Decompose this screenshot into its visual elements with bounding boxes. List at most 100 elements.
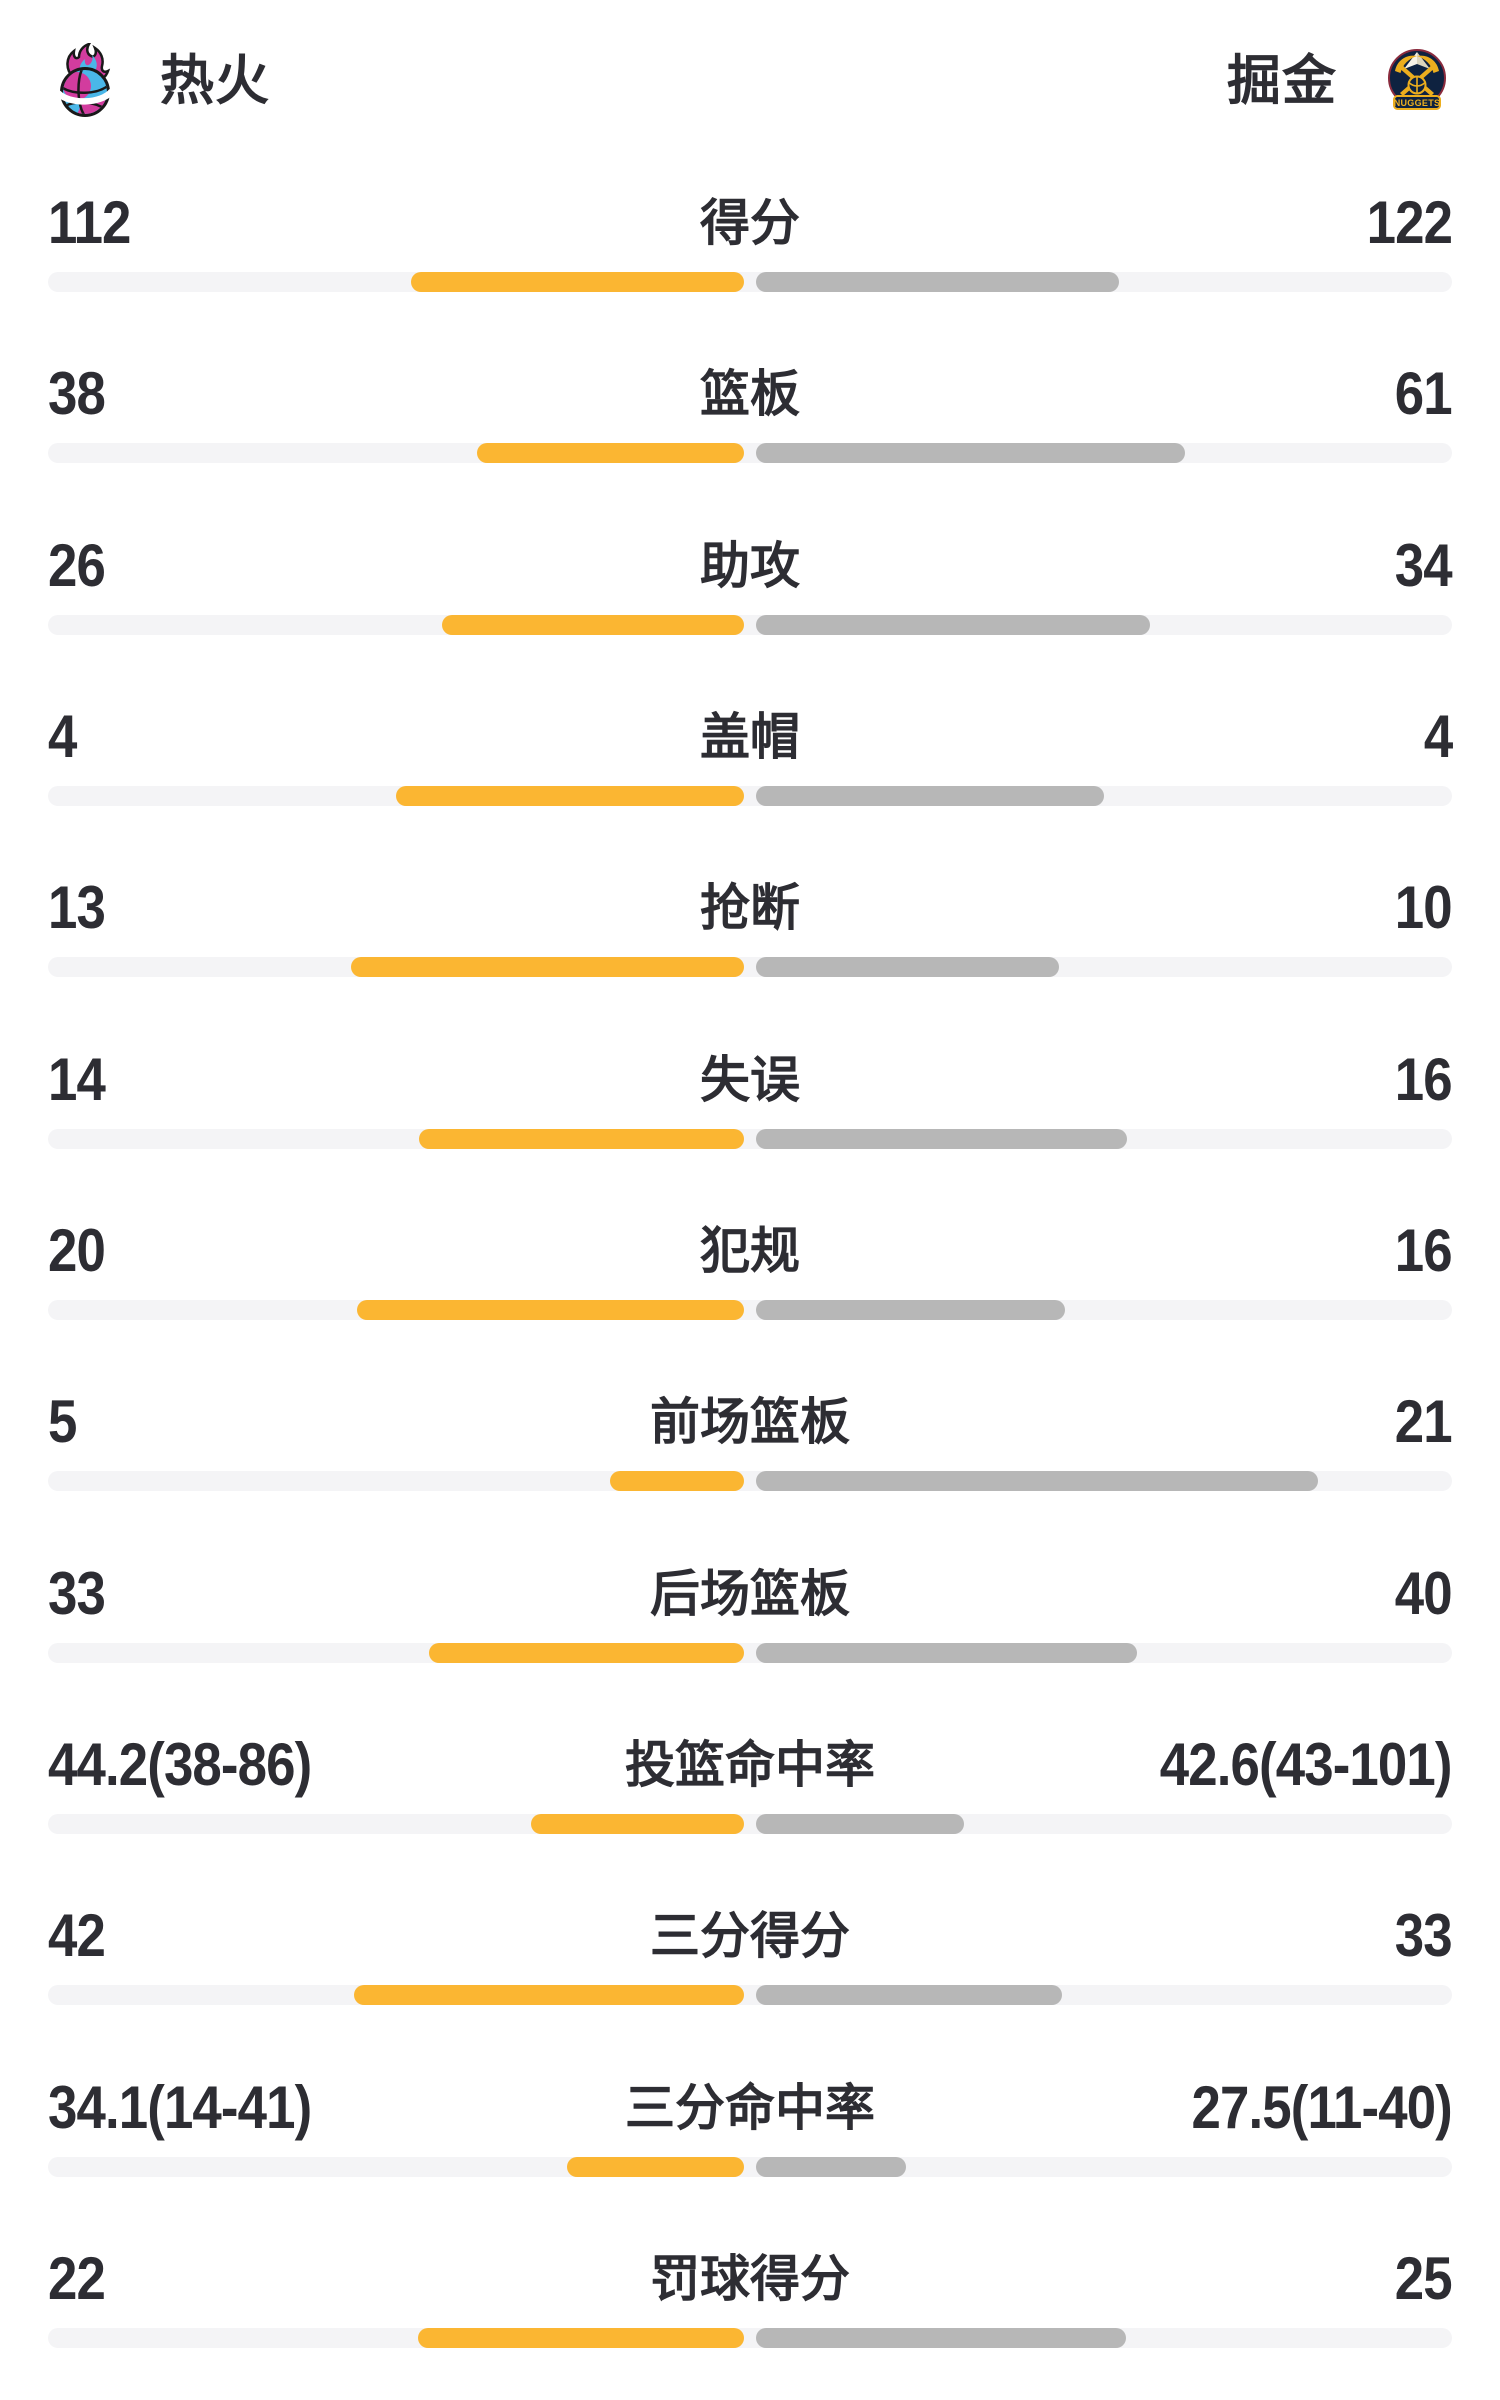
home-stat-value: 20 — [48, 1217, 106, 1285]
stat-bar-track — [48, 957, 1452, 978]
away-stat-value: 10 — [1395, 874, 1453, 942]
home-stat-bar — [530, 1814, 744, 1835]
stat-row: 42 三分得分 33 — [0, 1905, 1500, 2064]
stat-row: 20 犯规 16 — [0, 1220, 1500, 1379]
stat-label: 三分得分 — [650, 1908, 850, 1965]
home-stat-bar — [354, 1985, 744, 2006]
home-stat-bar — [429, 1642, 744, 1663]
home-stat-bar — [419, 1128, 744, 1149]
stat-label: 失误 — [700, 1051, 800, 1108]
stat-row: 38 篮板 61 — [0, 363, 1500, 522]
stat-bar-track — [48, 1300, 1452, 1321]
home-stat-value: 4 — [48, 703, 77, 771]
stat-bar-track — [48, 1985, 1452, 2006]
home-bar-area — [48, 1471, 744, 1492]
home-bar-area — [48, 272, 744, 292]
home-stat-bar — [357, 1300, 744, 1321]
away-team-name: 掘金 — [1227, 51, 1337, 111]
stats-list: 112 得分 122 38 篮板 61 — [0, 192, 1500, 2400]
stat-values-line: 5 前场篮板 21 — [48, 1388, 1453, 1456]
stat-values-line: 26 助攻 34 — [48, 531, 1453, 599]
away-stat-bar — [756, 614, 1151, 635]
away-bar-area — [756, 2156, 1452, 2177]
stat-label: 抢断 — [700, 880, 800, 937]
away-stat-bar — [756, 1814, 964, 1835]
away-stat-bar — [756, 272, 1119, 292]
stat-values-line: 20 犯规 16 — [48, 1217, 1453, 1285]
away-bar-area — [756, 957, 1452, 978]
stat-label: 助攻 — [700, 537, 800, 594]
stat-bar-track — [48, 2328, 1452, 2349]
away-stat-value: 42.6(43-101) — [1160, 1731, 1453, 1799]
away-stat-value: 61 — [1395, 360, 1453, 428]
home-stat-value: 38 — [48, 360, 106, 428]
home-stat-bar — [396, 786, 744, 807]
home-stat-bar — [418, 2328, 744, 2349]
home-stat-bar — [350, 957, 744, 978]
away-bar-area — [756, 1471, 1452, 1492]
away-stat-bar — [756, 1128, 1128, 1149]
away-bar-area — [756, 1300, 1452, 1321]
heat-team-logo-icon — [57, 43, 113, 117]
away-stat-value: 34 — [1395, 531, 1453, 599]
away-bar-area — [756, 272, 1452, 292]
stat-row: 112 得分 122 — [0, 192, 1500, 351]
home-bar-area — [48, 1814, 744, 1835]
home-stat-value: 42 — [48, 1902, 106, 1970]
stat-row: 34.1(14-41) 三分命中率 27.5(11-40) — [0, 2073, 1500, 2236]
stat-row: 5 前场篮板 21 — [0, 1391, 1500, 1550]
stat-bar-track — [48, 443, 1452, 464]
stat-label: 得分 — [700, 195, 800, 251]
away-bar-area — [756, 1985, 1452, 2006]
stat-row: 26 助攻 34 — [0, 531, 1500, 694]
away-stat-bar — [756, 1985, 1063, 2006]
stat-bar-track — [48, 272, 1452, 292]
home-stat-value: 13 — [48, 874, 106, 942]
stat-values-line: 13 抢断 10 — [48, 874, 1453, 942]
stat-values-line: 38 篮板 61 — [48, 360, 1453, 428]
stat-label: 盖帽 — [700, 709, 800, 766]
stat-values-line: 44.2(38-86) 投篮命中率 42.6(43-101) — [48, 1731, 1453, 1799]
stat-row: 4 盖帽 4 — [0, 706, 1500, 865]
away-stat-value: 21 — [1395, 1388, 1453, 1456]
stat-bar-track — [48, 1642, 1452, 1663]
stat-bar-track — [48, 2156, 1452, 2177]
home-bar-area — [48, 1985, 744, 2006]
away-stat-value: 27.5(11-40) — [1191, 2073, 1453, 2141]
away-stat-value: 16 — [1395, 1217, 1453, 1285]
home-stat-value: 26 — [48, 531, 106, 599]
home-bar-area — [48, 2328, 744, 2349]
stat-bar-track — [48, 786, 1452, 807]
stat-bar-track — [48, 1471, 1452, 1492]
home-stat-value: 5 — [48, 1388, 77, 1456]
away-stat-bar — [756, 1642, 1138, 1663]
stat-label: 三分命中率 — [625, 2079, 875, 2136]
away-stat-bar — [756, 1471, 1319, 1492]
away-stat-bar — [756, 2156, 907, 2177]
home-bar-area — [48, 443, 744, 464]
away-stat-value: 4 — [1423, 703, 1453, 771]
away-stat-bar — [756, 957, 1059, 978]
stat-row: 22 罚球得分 25 — [0, 2248, 1500, 2400]
stat-label: 篮板 — [700, 366, 800, 423]
home-stat-value: 22 — [48, 2245, 106, 2313]
away-bar-area — [756, 1642, 1452, 1663]
home-stat-bar — [566, 2156, 744, 2177]
stat-values-line: 4 盖帽 4 — [48, 703, 1453, 771]
home-bar-area — [48, 2156, 744, 2177]
home-stat-value: 33 — [48, 1559, 106, 1627]
stat-row: 13 抢断 10 — [0, 877, 1500, 1036]
stat-row: 44.2(38-86) 投篮命中率 42.6(43-101) — [0, 1734, 1500, 1893]
stat-label: 犯规 — [700, 1223, 800, 1280]
home-bar-area — [48, 614, 744, 635]
away-bar-area — [756, 2328, 1452, 2349]
away-bar-area — [756, 1128, 1452, 1149]
nuggets-team-logo-icon: NUGGETS — [1388, 49, 1446, 110]
home-stat-bar — [442, 614, 744, 635]
stat-values-line: 22 罚球得分 25 — [48, 2245, 1453, 2313]
home-stat-value: 14 — [48, 1045, 106, 1113]
stat-values-line: 14 失误 16 — [48, 1045, 1453, 1113]
stat-row: 14 失误 16 — [0, 1045, 1500, 1208]
stat-values-line: 34.1(14-41) 三分命中率 27.5(11-40) — [48, 2073, 1453, 2141]
